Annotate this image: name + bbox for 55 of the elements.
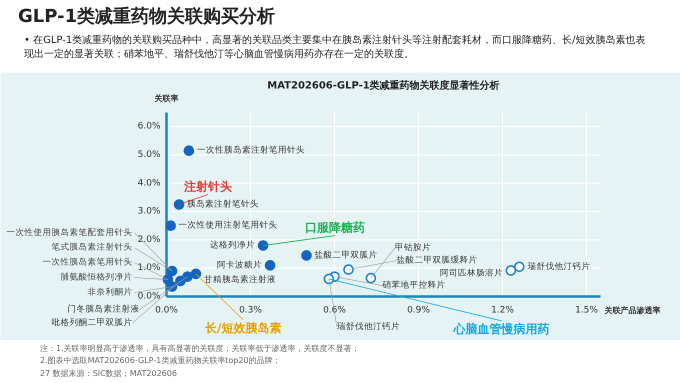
x-axis-title: 关联产品渗透率 [604, 305, 660, 315]
annotation: 盐酸二甲双胍片 [314, 249, 378, 260]
x-tick-label: 1.2% [491, 306, 514, 316]
annotation: 笔式胰岛素注射针头 [52, 242, 132, 253]
y-tick-label: 1.0% [138, 263, 161, 274]
y-tick-label: 5.0% [138, 150, 161, 160]
annotation: 门冬胰岛素注射液 [68, 304, 140, 315]
annotation: 一次性使用胰岛素笔配套用针头 [6, 226, 132, 238]
text: 注：1.关联率明显高于渗透率，具有高显著的关联度；关联率低于渗透率，关联度不显著； [40, 343, 360, 354]
annotation: 心脑血管慢病用药 [452, 322, 550, 336]
chart-title: GLP-1类减重药物关联购买分析 [18, 5, 276, 29]
point [506, 265, 516, 276]
y-tick-label: 3.0% [138, 206, 161, 217]
y-tick-label: 0.0% [138, 292, 161, 302]
point [184, 145, 194, 156]
point [301, 250, 312, 261]
point [165, 220, 176, 232]
point [514, 261, 525, 272]
annotation: 一次性使用注射笔用针头 [178, 220, 278, 231]
point [264, 260, 276, 271]
y-tick-label: 2.0% [138, 234, 161, 245]
annotation: 注射针头 [182, 180, 232, 194]
point [343, 264, 354, 275]
point [366, 272, 376, 284]
annotation: 脯氨酸恒格列净片 [60, 272, 132, 283]
annotation: 吡格列酮二甲双胍片 [52, 316, 132, 328]
y-tick-label: 4.0% [138, 178, 161, 188]
point [174, 199, 184, 210]
annotation: 硝苯地平控释片 [382, 280, 446, 291]
text: 2.图表中选取MAT202606-GLP-1类减重药物关联率top20的品牌； [40, 355, 282, 367]
chart-subtitle: • 在GLP-1类减重药物的关联购买品种中，高显著的关联品类主要集中在胰岛素注射针头等注射配套耗材，而口服降糖药、长/短效胰岛素也表现出一定的显著关联；硝苯地平、瑞舒伐他汀等心脑血管慢病用药亦存在一定的关联度。 [24, 34, 647, 61]
annotation: 口服降糖药 [305, 220, 366, 235]
point [258, 240, 268, 251]
annotation: 达格列净片 [210, 240, 256, 251]
annotation: 盐酸二甲双胍缓释片 [396, 254, 478, 266]
x-tick-label: 0.3% [239, 306, 262, 316]
x-tick-label: 0.0% [155, 306, 178, 316]
x-tick-label: 0.6% [323, 306, 346, 316]
annotation: 瑞舒伐他汀钙片 [336, 320, 400, 332]
annotation: 一次性胰岛素笔用针头 [42, 256, 132, 268]
annotation: 甘精胰岛素注射液 [204, 274, 276, 285]
text: MAT202606-GLP-1类减重药物关联度显著性分析 [267, 80, 500, 92]
annotation: 非奈利酮片 [88, 286, 132, 298]
annotation: 胰岛素注射笔针头 [187, 198, 260, 210]
y-axis-title: 关联率 [154, 93, 178, 103]
annotation: 长/短效胰岛素 [204, 320, 282, 335]
x-tick-label: 0.9% [407, 306, 430, 316]
y-tick-label: 6.0% [138, 122, 161, 132]
annotation: 甲钴胺片 [394, 242, 431, 254]
annotation: 一次性胰岛素注射笔用针头 [196, 144, 305, 156]
annotation: 瑞舒伐他汀钙片 [527, 260, 590, 272]
text: 27 数据来源：SIC数据；MAT202606 [40, 368, 178, 380]
annotation: 阿卡波糖片 [217, 259, 262, 270]
annotation: 阿司匹林肠溶片 [440, 267, 503, 278]
x-tick-label: 1.5% [575, 306, 598, 316]
